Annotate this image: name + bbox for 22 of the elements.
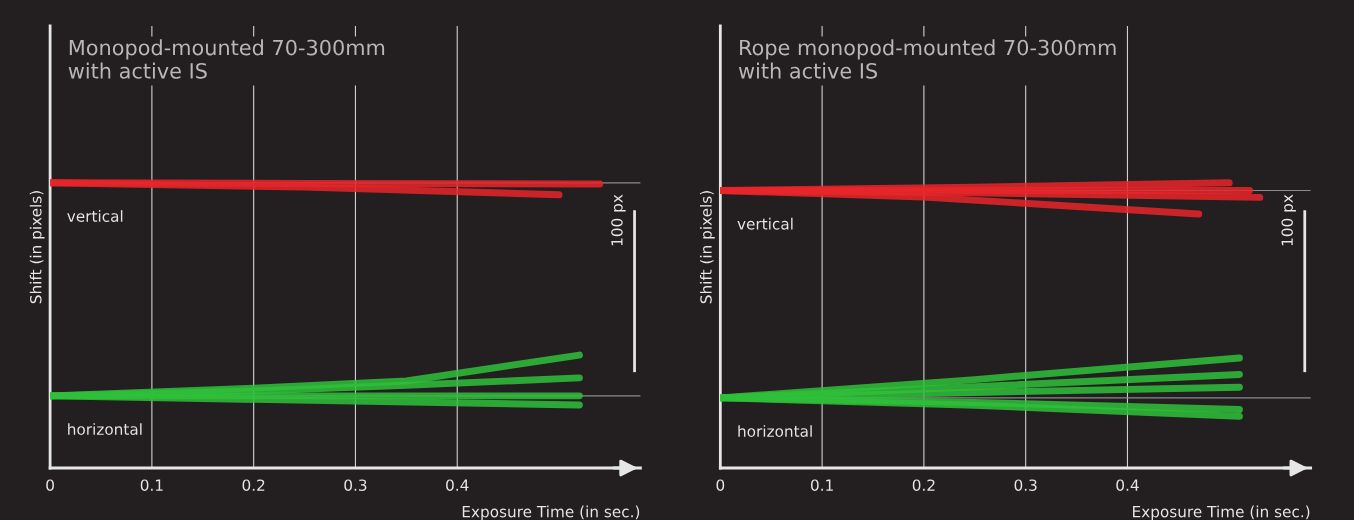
x-axis-title: Exposure Time (in sec.) <box>462 505 640 520</box>
chart-title: Monopod-mounted 70-300mm with active IS <box>68 39 385 79</box>
x-tick-label: 0.1 <box>810 479 833 491</box>
x-tick-label: 0.2 <box>912 479 935 491</box>
x-tick-label: 0.1 <box>140 479 163 491</box>
annotation: 100 px <box>1281 194 1296 246</box>
x-tick-label: 0 <box>46 479 54 491</box>
series-label: vertical <box>737 217 793 230</box>
x-tick-label: 0.2 <box>242 479 265 491</box>
y-axis-title: Shift (in pixels) <box>29 191 45 304</box>
series-label: vertical <box>67 210 123 222</box>
x-tick-label: 0.3 <box>344 479 367 491</box>
x-tick-label: 0.3 <box>1014 479 1037 491</box>
x-tick-label: 0 <box>716 479 725 491</box>
series-label: horizontal <box>738 425 812 437</box>
x-axis-title: Exposure Time (in sec.) <box>1133 505 1310 520</box>
x-tick-label: 0.4 <box>1116 479 1139 491</box>
x-tick-label: 0.4 <box>446 479 469 491</box>
chart-title: Rope monopod-mounted 70-300mm with active IS <box>738 39 1116 79</box>
y-axis-title: Shift (in pixels) <box>699 191 715 304</box>
annotation: 100 px <box>611 194 626 246</box>
series-label: horizontal <box>68 423 142 435</box>
